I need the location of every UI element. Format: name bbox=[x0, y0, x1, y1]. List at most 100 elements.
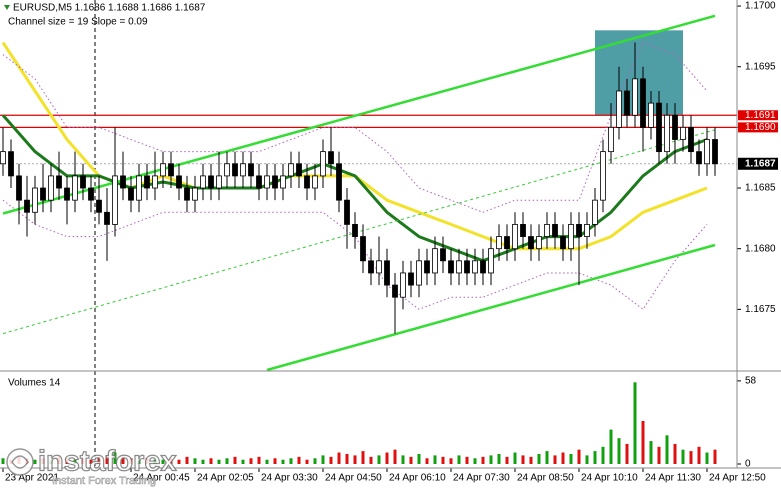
candle-body bbox=[248, 163, 254, 177]
x-tick-label: 24 Apr 04:50 bbox=[325, 473, 382, 484]
candle-body bbox=[0, 151, 6, 165]
y-tick-label: 1.1675 bbox=[745, 304, 776, 315]
volume-bar bbox=[529, 456, 533, 464]
volume-bar bbox=[217, 459, 221, 464]
level-label-bg bbox=[738, 122, 778, 133]
candle-body bbox=[704, 139, 710, 165]
volume-bar bbox=[609, 429, 613, 464]
volume-bar bbox=[657, 446, 661, 464]
candle-body bbox=[688, 126, 694, 153]
volume-bar bbox=[257, 456, 261, 464]
volume-bar bbox=[81, 458, 85, 464]
volume-bar bbox=[537, 453, 541, 464]
volume-bar bbox=[89, 459, 93, 464]
candle-body bbox=[104, 211, 110, 225]
candle-body bbox=[416, 260, 422, 286]
x-tick-label: 24 Apr 02:05 bbox=[197, 473, 254, 484]
candle-body bbox=[192, 187, 198, 201]
volume-title: Volumes 14 bbox=[8, 378, 61, 389]
volume-bar bbox=[113, 452, 117, 464]
volume-bar bbox=[473, 458, 477, 464]
candle-body bbox=[112, 175, 118, 225]
candle-body bbox=[424, 260, 430, 274]
candle-body bbox=[136, 175, 142, 201]
candle-body bbox=[480, 260, 486, 274]
volume-bar bbox=[321, 455, 325, 464]
volume-bar bbox=[625, 443, 629, 464]
candle-body bbox=[128, 187, 134, 201]
volume-bar bbox=[337, 452, 341, 464]
volume-bar bbox=[593, 451, 597, 464]
candle-body bbox=[408, 272, 414, 286]
volume-bar bbox=[369, 456, 373, 464]
y-tick-label: 1.1680 bbox=[745, 243, 776, 254]
volume-bar bbox=[649, 441, 653, 464]
candle-body bbox=[296, 163, 302, 177]
indicator-line bbox=[2, 199, 708, 310]
volume-bar bbox=[153, 459, 157, 464]
candle-body bbox=[88, 187, 94, 201]
volume-bar bbox=[577, 449, 581, 464]
watermark-tagline: Instant Forex Trading bbox=[52, 475, 156, 487]
candle-body bbox=[96, 199, 102, 213]
candle-body bbox=[528, 236, 534, 250]
volume-bar bbox=[313, 458, 317, 464]
candle-body bbox=[376, 260, 382, 274]
volume-bar bbox=[545, 451, 549, 464]
candle-body bbox=[264, 175, 270, 189]
candle-body bbox=[16, 175, 22, 201]
volume-bar bbox=[241, 459, 245, 464]
candle-body bbox=[432, 248, 438, 274]
x-tick-label: 24 Apr 12:50 bbox=[709, 473, 766, 484]
volume-bar bbox=[161, 459, 165, 464]
watermark-logo-swirl bbox=[11, 455, 29, 469]
candle-body bbox=[224, 163, 230, 177]
candle-body bbox=[536, 236, 542, 250]
volume-bar bbox=[553, 455, 557, 464]
watermark-logo bbox=[6, 448, 34, 476]
volume-bar bbox=[177, 459, 181, 464]
volume-bar bbox=[433, 455, 437, 464]
volume-bar bbox=[673, 443, 677, 464]
candle-body bbox=[168, 163, 174, 177]
volume-bar bbox=[145, 458, 149, 464]
candle-body bbox=[72, 175, 78, 201]
volume-bar bbox=[105, 455, 109, 464]
level-label-bg bbox=[738, 110, 778, 121]
volume-bar bbox=[281, 459, 285, 464]
candle-body bbox=[144, 175, 150, 189]
volume-bar bbox=[185, 456, 189, 464]
candle-body bbox=[232, 163, 238, 177]
y-tick-label: 1.1685 bbox=[745, 183, 776, 194]
volume-bar bbox=[681, 449, 685, 464]
volume-bar bbox=[329, 456, 333, 464]
volume-bar bbox=[697, 446, 701, 464]
volume-bar bbox=[193, 458, 197, 464]
y-tick-label: 1.1700 bbox=[745, 1, 776, 12]
volume-bar bbox=[689, 451, 693, 464]
candle-body bbox=[272, 175, 278, 189]
candle-body bbox=[120, 175, 126, 189]
volume-bar bbox=[57, 456, 61, 464]
candle-body bbox=[632, 78, 638, 116]
volume-bar bbox=[353, 455, 357, 464]
x-tick-label: 24 Apr 06:10 bbox=[389, 473, 446, 484]
volume-bar bbox=[345, 453, 349, 464]
volume-bar bbox=[33, 459, 37, 464]
volume-bar bbox=[297, 456, 301, 464]
candle-body bbox=[56, 175, 62, 189]
candle-body bbox=[280, 175, 286, 189]
volume-bar bbox=[233, 456, 237, 464]
y-tick-label: 58 bbox=[745, 376, 757, 387]
candle-body bbox=[616, 90, 622, 128]
candle-body bbox=[664, 114, 670, 153]
volume-bar bbox=[121, 456, 125, 464]
watermark: instaforex Instant Forex Trading bbox=[6, 445, 177, 487]
candle-body bbox=[520, 224, 526, 237]
indicator-line bbox=[266, 243, 716, 372]
volume-bar bbox=[489, 455, 493, 464]
candle-body bbox=[440, 248, 446, 262]
volume-bar bbox=[633, 382, 637, 464]
candle-body bbox=[216, 175, 222, 189]
